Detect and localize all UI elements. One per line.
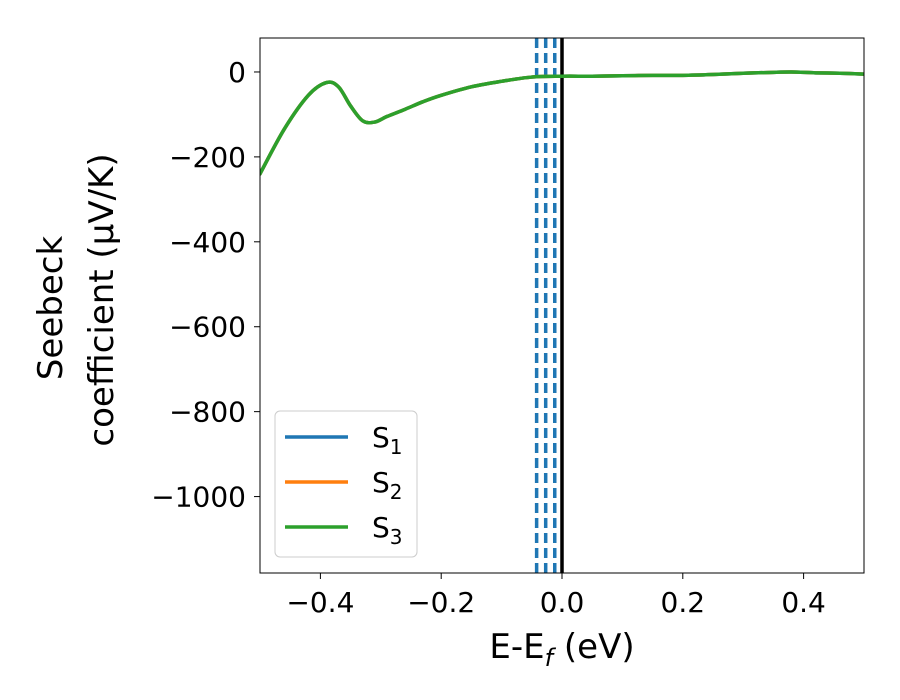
y-tick-label: −800 xyxy=(169,396,246,429)
plot-content xyxy=(260,38,864,573)
legend-label-s2: S2 xyxy=(372,466,403,504)
legend-label-s3: S3 xyxy=(372,511,403,549)
legend-items: S1 S2 S3 xyxy=(285,421,403,549)
x-tick-label: −0.4 xyxy=(286,586,354,619)
y-tick-label: −1000 xyxy=(151,481,246,514)
y-axis: 0 −200 −400 −600 −800 −1000 xyxy=(151,56,260,514)
y-tick-label: −600 xyxy=(169,311,246,344)
x-axis-title-main: E-E xyxy=(489,627,544,667)
x-tick-label: −0.2 xyxy=(407,586,475,619)
y-tick-label: −400 xyxy=(169,226,246,259)
x-axis: −0.4 −0.2 0.0 0.2 0.4 xyxy=(286,573,826,619)
series-line-s3 xyxy=(260,70,864,176)
y-axis-title-line2: coefficient (μV/K) xyxy=(82,153,122,446)
x-tick-label: 0.2 xyxy=(661,586,706,619)
legend-box xyxy=(274,410,418,558)
legend: S1 S2 S3 xyxy=(274,410,418,558)
x-tick-label: 0.0 xyxy=(540,586,585,619)
y-tick-label: −200 xyxy=(169,141,246,174)
legend-label-s1: S1 xyxy=(372,421,403,459)
x-axis-title: E-Ef (eV) xyxy=(489,627,634,672)
y-axis-title-line1: Seebeck xyxy=(31,236,71,381)
x-tick-label: 0.4 xyxy=(781,586,826,619)
y-tick-label: 0 xyxy=(228,56,246,89)
x-axis-title-unit: (eV) xyxy=(553,627,635,667)
